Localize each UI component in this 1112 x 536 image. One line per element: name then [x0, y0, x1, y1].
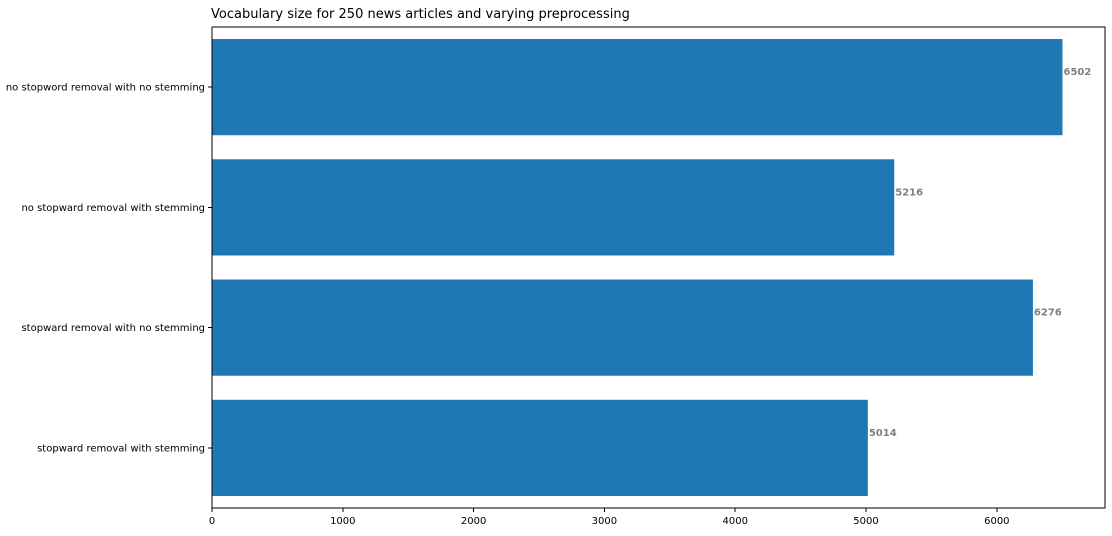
bar-3	[212, 279, 1033, 376]
x-axis-ticks-group: 0 1000 2000 3000 4000 5000 6000	[209, 508, 1010, 527]
value-label-2: 5216	[895, 187, 923, 198]
category-label-4: stopward removal with stemming	[37, 443, 205, 454]
category-label-3: stopward removal with no stemming	[21, 323, 205, 334]
category-label-1: no stopword removal with no stemming	[6, 83, 205, 94]
category-labels-group: no stopword removal with no stemming no s…	[6, 83, 212, 454]
value-label-3: 6276	[1034, 308, 1062, 319]
x-tick-label-1000: 1000	[330, 516, 355, 527]
value-label-4: 5014	[869, 428, 897, 439]
bar-2	[212, 159, 895, 256]
bar-4	[212, 399, 868, 496]
x-tick-label-0: 0	[209, 516, 215, 527]
chart-title: Vocabulary size for 250 news articles an…	[211, 7, 630, 22]
x-tick-label-5000: 5000	[853, 516, 878, 527]
plot-frame	[211, 26, 1106, 509]
x-tick-label-6000: 6000	[984, 516, 1009, 527]
bars-group	[212, 39, 1063, 496]
x-tick-label-4000: 4000	[722, 516, 747, 527]
category-label-2: no stopward removal with stemming	[21, 203, 205, 214]
x-tick-label-3000: 3000	[592, 516, 617, 527]
bar-1	[212, 39, 1063, 136]
x-tick-label-2000: 2000	[461, 516, 486, 527]
value-label-1: 6502	[1063, 67, 1091, 78]
value-labels-group: 6502 5216 6276 5014	[869, 67, 1092, 439]
